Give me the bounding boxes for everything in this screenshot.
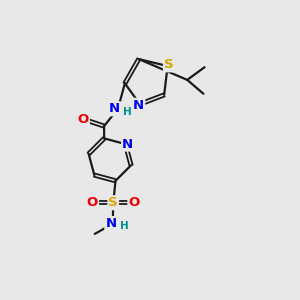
Text: N: N: [122, 138, 133, 151]
Text: O: O: [87, 196, 98, 209]
Text: O: O: [78, 113, 89, 126]
Text: N: N: [133, 99, 144, 112]
Text: N: N: [109, 102, 120, 115]
Text: N: N: [105, 217, 116, 230]
Text: H: H: [120, 221, 128, 231]
Text: S: S: [108, 196, 118, 209]
Text: H: H: [123, 106, 132, 116]
Text: O: O: [128, 196, 140, 209]
Text: S: S: [164, 58, 174, 71]
